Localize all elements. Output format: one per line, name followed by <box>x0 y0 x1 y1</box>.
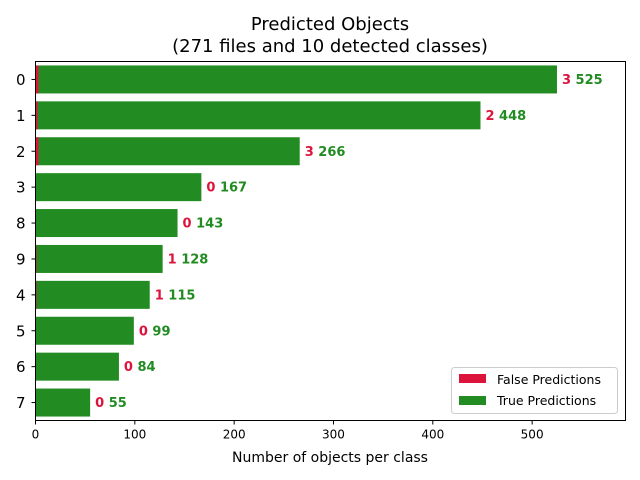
true-count-9: 128 <box>181 252 208 267</box>
data-label-4: 1 115 <box>155 288 196 303</box>
true-count-8: 143 <box>196 217 223 232</box>
bar-true-6 <box>35 352 119 381</box>
bar-true-9 <box>35 244 163 273</box>
bar-false-2 <box>35 137 39 166</box>
data-label-9: 1 128 <box>168 252 209 267</box>
y-tick-label-7: 7 <box>16 394 26 412</box>
data-label-2: 3 266 <box>305 145 346 160</box>
true-count-2: 266 <box>318 145 345 160</box>
false-count-7: 0 <box>95 396 109 411</box>
legend-frame <box>451 367 618 414</box>
chart-title-line-2: (271 files and 10 detected classes) <box>172 36 488 57</box>
bar-true-3 <box>35 173 202 202</box>
x-tick-label-200: 200 <box>223 428 246 442</box>
x-tick-label-100: 100 <box>123 428 146 442</box>
data-label-0: 3 525 <box>562 73 603 88</box>
true-count-1: 448 <box>499 109 526 124</box>
data-label-6: 0 84 <box>124 360 156 375</box>
false-count-2: 3 <box>305 145 319 160</box>
legend-swatch-false <box>459 374 486 383</box>
y-tick-label-2: 2 <box>16 143 26 161</box>
legend-label-true: True Predictions <box>496 393 596 408</box>
y-tick-label-1: 1 <box>16 107 26 125</box>
x-tick-label-300: 300 <box>322 428 345 442</box>
y-axis-ticks: 0 1 2 3 8 9 4 5 6 7 <box>16 71 36 412</box>
false-count-8: 0 <box>183 217 197 232</box>
false-count-6: 0 <box>124 360 138 375</box>
bars-group <box>35 65 557 417</box>
bar-false-0 <box>35 65 39 94</box>
true-count-4: 115 <box>168 288 195 303</box>
x-axis-ticks: 0 100 200 300 400 500 <box>32 420 544 442</box>
legend-swatch-true <box>459 396 486 405</box>
plot-frame <box>35 61 626 421</box>
y-tick-label-9: 9 <box>16 250 26 268</box>
bar-true-7 <box>35 388 91 417</box>
x-tick-label-0: 0 <box>32 428 40 442</box>
y-tick-label-4: 4 <box>16 286 26 304</box>
false-count-5: 0 <box>139 324 153 339</box>
x-axis-label: Number of objects per class <box>232 450 428 466</box>
x-tick-label-400: 400 <box>421 428 444 442</box>
bar-true-5 <box>35 316 134 345</box>
true-count-5: 99 <box>152 324 170 339</box>
y-tick-label-8: 8 <box>16 215 26 233</box>
bar-false-1 <box>35 101 38 130</box>
bar-true-0 <box>35 65 557 94</box>
data-label-3: 0 167 <box>206 181 247 196</box>
y-tick-label-5: 5 <box>16 322 26 340</box>
false-count-9: 1 <box>168 252 182 267</box>
bar-true-4 <box>35 280 150 309</box>
false-count-3: 0 <box>206 181 220 196</box>
bar-true-1 <box>35 101 481 130</box>
data-label-7: 0 55 <box>95 396 127 411</box>
false-count-4: 1 <box>155 288 169 303</box>
true-count-7: 55 <box>109 396 127 411</box>
bar-true-8 <box>35 209 178 238</box>
y-tick-label-0: 0 <box>16 71 26 89</box>
true-count-0: 525 <box>576 73 603 88</box>
x-tick-label-500: 500 <box>521 428 544 442</box>
true-count-3: 167 <box>220 181 247 196</box>
data-label-8: 0 143 <box>183 217 224 232</box>
bar-true-2 <box>35 137 300 166</box>
data-label-5: 0 99 <box>139 324 171 339</box>
y-tick-label-3: 3 <box>16 179 26 197</box>
data-label-1: 2 448 <box>485 109 526 124</box>
false-count-1: 2 <box>485 109 499 124</box>
chart-title-line-1: Predicted Objects <box>251 14 409 35</box>
legend-label-false: False Predictions <box>497 372 601 387</box>
chart-legend: False Predictions True Predictions <box>451 367 618 414</box>
false-count-0: 3 <box>562 73 576 88</box>
true-count-6: 84 <box>138 360 156 375</box>
y-tick-label-6: 6 <box>16 358 26 376</box>
